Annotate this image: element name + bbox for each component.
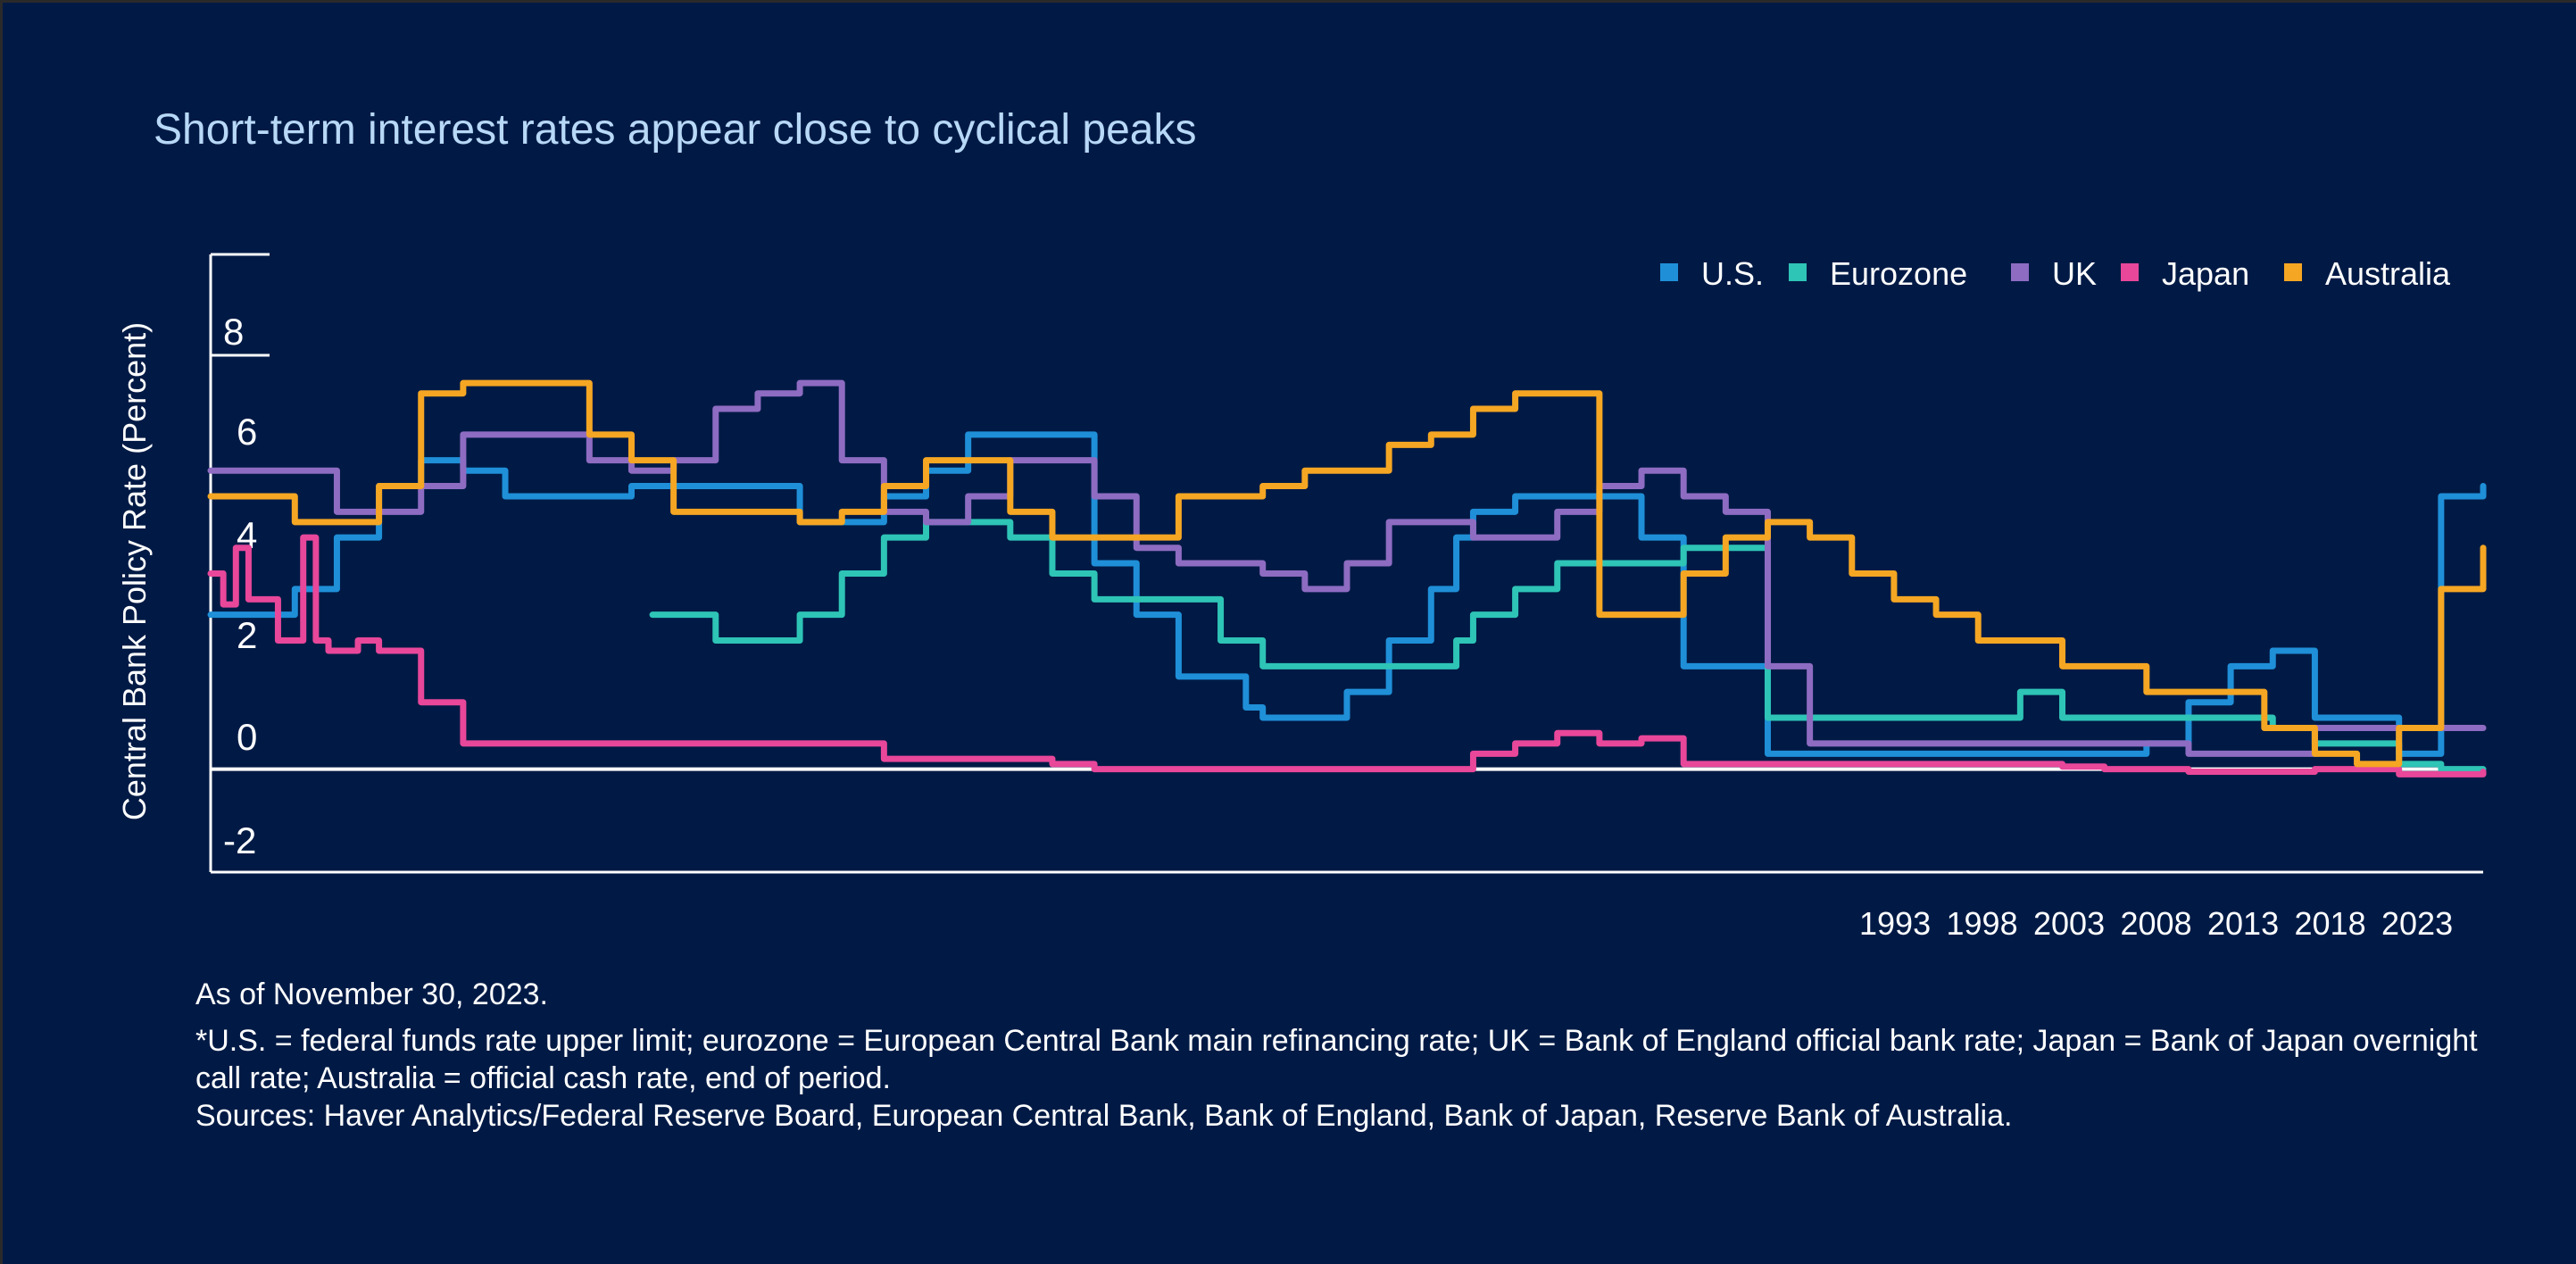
- series-line-japan: [207, 534, 2487, 778]
- y-tick-label: 2: [237, 614, 257, 656]
- series-definitions: *U.S. = federal funds rate upper limit; …: [195, 1024, 2478, 1095]
- x-tick-label: 1998: [1947, 905, 2018, 942]
- y-tick-label: -2: [223, 819, 256, 861]
- x-tick-label: 2023: [2381, 905, 2453, 942]
- series-line-australia: [207, 379, 2487, 768]
- legend-swatch: [2284, 263, 2302, 281]
- footnotes: As of November 30, 2023. *U.S. = federal…: [195, 976, 2480, 1135]
- as-of-date: As of November 30, 2023.: [195, 977, 549, 1011]
- y-axis-title: Central Bank Policy Rate (Percent): [116, 322, 153, 820]
- y-tick-label: 8: [223, 311, 244, 353]
- chart-title: Short-term interest rates appear close t…: [154, 106, 1197, 154]
- legend-swatch: [2011, 263, 2029, 281]
- x-tick-label: 1993: [1859, 905, 1931, 942]
- legend-label: Eurozone: [1830, 255, 1967, 292]
- x-tick-label: 2003: [2033, 905, 2105, 942]
- series-line-us: [207, 431, 2487, 757]
- legend-swatch: [1660, 263, 1678, 281]
- y-tick-label: 0: [237, 716, 257, 758]
- x-tick-label: 2013: [2207, 905, 2279, 942]
- x-tick-label: 2018: [2295, 905, 2366, 942]
- legend-swatch: [2121, 263, 2139, 281]
- legend-label: UK: [2052, 255, 2097, 292]
- legend-label: U.S.: [1701, 255, 1764, 292]
- legend-swatch: [1789, 263, 1807, 281]
- series-lines: [207, 379, 2487, 778]
- series-line-eurozone: [649, 519, 2487, 773]
- legend-label: Japan: [2162, 255, 2249, 292]
- sources-note: Sources: Haver Analytics/Federal Reserve…: [195, 1099, 2013, 1133]
- legend: U.S. Eurozone UK Japan Australia: [1660, 255, 2451, 292]
- y-tick-label: 6: [237, 411, 257, 453]
- legend-label: Australia: [2325, 255, 2451, 292]
- series-line-uk: [207, 379, 2487, 757]
- x-tick-label: 2008: [2121, 905, 2192, 942]
